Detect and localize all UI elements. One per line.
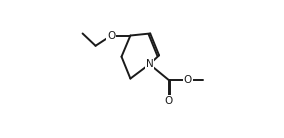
Text: O: O <box>164 96 173 106</box>
Text: O: O <box>107 30 115 41</box>
Text: O: O <box>184 75 192 85</box>
Text: N: N <box>146 59 153 69</box>
